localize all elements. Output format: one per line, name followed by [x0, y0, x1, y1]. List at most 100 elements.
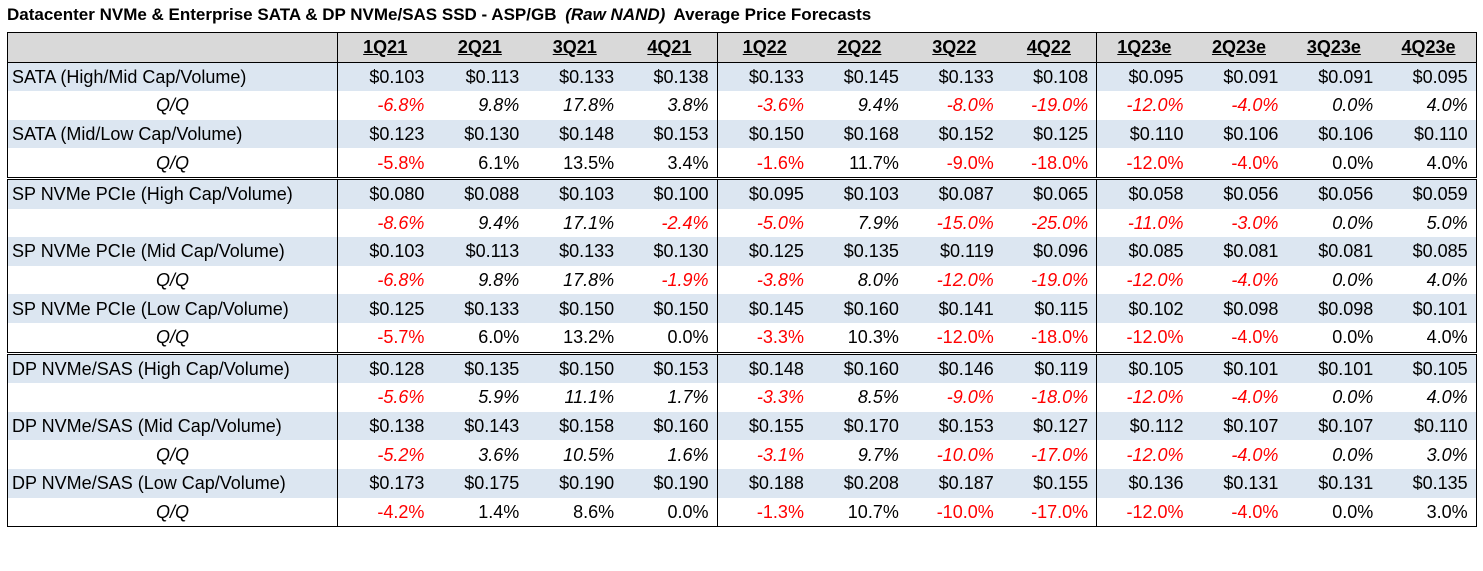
- data-cell: -18.0%: [1001, 322, 1098, 354]
- data-cell: -19.0%: [1001, 91, 1098, 120]
- data-cell: -12.0%: [1096, 497, 1192, 528]
- data-cell: $0.080: [337, 176, 433, 209]
- row-label: SP NVMe PCIe (Low Cap/Volume): [7, 294, 338, 323]
- row-label: [7, 208, 338, 238]
- data-cell: -3.3%: [717, 383, 812, 412]
- data-cell: -4.0%: [1191, 91, 1287, 120]
- data-cell: $0.190: [527, 468, 623, 498]
- data-cell: 9.4%: [811, 91, 907, 120]
- data-cell: $0.155: [1001, 468, 1098, 498]
- data-cell: $0.101: [1286, 351, 1382, 384]
- title-italic-note: (Raw NAND): [565, 5, 666, 24]
- data-cell: $0.081: [1191, 237, 1287, 266]
- row-label: SP NVMe PCIe (Mid Cap/Volume): [7, 237, 338, 266]
- data-cell: -5.0%: [717, 208, 812, 238]
- data-cell: 17.8%: [527, 265, 623, 295]
- data-cell: $0.106: [1191, 119, 1287, 149]
- data-cell: $0.135: [811, 237, 907, 266]
- data-cell: 17.8%: [527, 91, 623, 120]
- data-cell: $0.133: [527, 237, 623, 266]
- data-cell: 6.0%: [432, 322, 528, 354]
- data-cell: -5.8%: [337, 148, 433, 179]
- data-cell: $0.168: [811, 119, 907, 149]
- data-cell: 3.8%: [622, 91, 718, 120]
- price-row: SP NVMe PCIe (Mid Cap/Volume) $0.103 $0.11…: [7, 237, 1477, 266]
- data-cell: $0.130: [432, 119, 528, 149]
- data-cell: $0.150: [527, 351, 623, 384]
- data-cell: 1.4%: [432, 497, 528, 528]
- row-label: Q/Q: [7, 440, 338, 469]
- qq-row: Q/Q -6.8% 9.8% 17.8% -1.9% -3.8% 8.0% -12.0% -19…: [7, 265, 1477, 295]
- data-cell: -4.0%: [1191, 265, 1287, 295]
- data-cell: $0.125: [1001, 119, 1098, 149]
- qq-row: -5.6% 5.9% 11.1% 1.7% -3.3% 8.5% -9.0% -18.0% -1…: [7, 383, 1477, 412]
- qq-row: Q/Q -4.2% 1.4% 8.6% 0.0% -1.3% 10.7% -10.0% -17.…: [7, 497, 1477, 528]
- price-row: DP NVMe/SAS (Low Cap/Volume) $0.173 $0.175…: [7, 468, 1477, 498]
- header-row: 1Q21 2Q21 3Q21 4Q21 1Q22 2Q22 3Q22 4Q22 1Q23e 2Q2…: [7, 32, 1477, 63]
- data-cell: -8.0%: [906, 91, 1002, 120]
- qq-row: Q/Q -5.2% 3.6% 10.5% 1.6% -3.1% 9.7% -10.0% -17.…: [7, 440, 1477, 469]
- data-cell: -15.0%: [906, 208, 1002, 238]
- data-cell: $0.131: [1191, 468, 1287, 498]
- data-cell: $0.152: [906, 119, 1002, 149]
- data-cell: $0.128: [337, 351, 433, 384]
- data-cell: $0.103: [527, 176, 623, 209]
- data-cell: -12.0%: [1096, 383, 1192, 412]
- data-cell: 0.0%: [1286, 148, 1382, 179]
- data-cell: $0.103: [337, 237, 433, 266]
- data-cell: -12.0%: [1096, 322, 1192, 354]
- data-cell: -12.0%: [1096, 91, 1192, 120]
- column-header: 2Q22: [811, 32, 907, 63]
- data-cell: 0.0%: [622, 322, 718, 354]
- data-cell: $0.110: [1381, 411, 1477, 441]
- data-cell: -5.2%: [337, 440, 433, 469]
- data-cell: $0.095: [1096, 62, 1192, 92]
- data-cell: $0.141: [906, 294, 1002, 323]
- price-row: SATA (Mid/Low Cap/Volume) $0.123 $0.130 $0.…: [7, 119, 1477, 149]
- data-cell: 10.3%: [811, 322, 907, 354]
- data-cell: 11.1%: [527, 383, 623, 412]
- data-cell: 4.0%: [1381, 148, 1477, 179]
- data-cell: 0.0%: [1286, 440, 1382, 469]
- column-header: 4Q21: [622, 32, 718, 63]
- column-header: 2Q21: [432, 32, 528, 63]
- price-row: SP NVMe PCIe (High Cap/Volume) $0.080 $0.0…: [7, 176, 1477, 209]
- data-cell: -12.0%: [1096, 265, 1192, 295]
- data-cell: -17.0%: [1001, 497, 1098, 528]
- data-cell: 3.0%: [1381, 497, 1477, 528]
- data-cell: -3.3%: [717, 322, 812, 354]
- header-corner-cell: [7, 32, 338, 63]
- data-cell: $0.125: [337, 294, 433, 323]
- data-cell: $0.096: [1001, 237, 1098, 266]
- data-cell: $0.113: [432, 62, 528, 92]
- price-row: SP NVMe PCIe (Low Cap/Volume) $0.125 $0.13…: [7, 294, 1477, 323]
- data-cell: $0.110: [1096, 119, 1192, 149]
- data-cell: -4.2%: [337, 497, 433, 528]
- qq-row: Q/Q -5.7% 6.0% 13.2% 0.0% -3.3% 10.3% -12.0% -18…: [7, 322, 1477, 354]
- data-cell: $0.098: [1286, 294, 1382, 323]
- data-cell: -12.0%: [1096, 148, 1192, 179]
- data-cell: $0.148: [527, 119, 623, 149]
- data-cell: -4.0%: [1191, 148, 1287, 179]
- data-cell: 17.1%: [527, 208, 623, 238]
- data-cell: -9.0%: [906, 148, 1002, 179]
- data-cell: 11.7%: [811, 148, 907, 179]
- data-cell: -6.8%: [337, 91, 433, 120]
- data-cell: -18.0%: [1001, 383, 1098, 412]
- data-cell: -12.0%: [1096, 440, 1192, 469]
- data-cell: $0.119: [906, 237, 1002, 266]
- data-cell: 8.5%: [811, 383, 907, 412]
- data-cell: $0.153: [622, 351, 718, 384]
- page-title: Datacenter NVMe & Enterprise SATA & DP N…: [7, 4, 871, 26]
- column-header: 1Q23e: [1096, 32, 1192, 63]
- data-cell: $0.103: [811, 176, 907, 209]
- data-cell: $0.173: [337, 468, 433, 498]
- data-cell: $0.160: [811, 351, 907, 384]
- data-cell: $0.155: [717, 411, 812, 441]
- data-cell: -4.0%: [1191, 497, 1287, 528]
- data-cell: $0.145: [811, 62, 907, 92]
- data-cell: $0.065: [1001, 176, 1098, 209]
- data-cell: -4.0%: [1191, 383, 1287, 412]
- column-header: 3Q22: [906, 32, 1002, 63]
- data-cell: 5.0%: [1381, 208, 1477, 238]
